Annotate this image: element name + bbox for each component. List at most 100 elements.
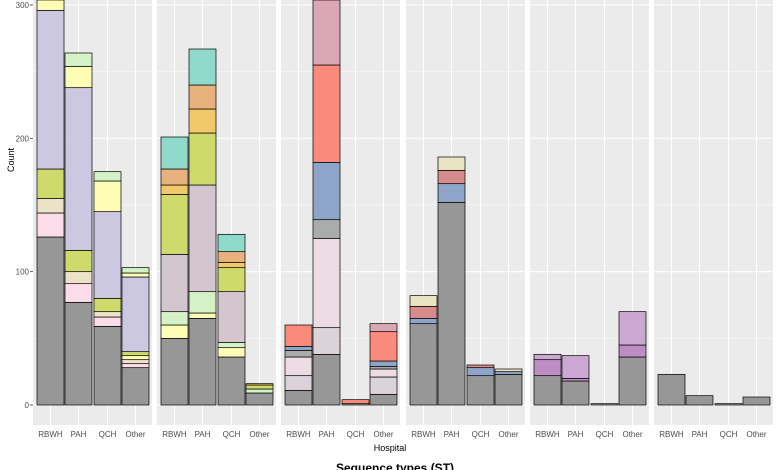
bar-segment [93,180,122,213]
bar-segment [160,168,189,186]
bar-segment [36,9,65,170]
bar-segment [409,323,438,406]
bar-segment [188,48,217,86]
bar-segment [409,295,438,307]
facet-panel: RBWH PAH QCH Other [654,0,773,439]
facet-panels: RBWH PAH QCH Other RBWH PAH QCH Other RBWH PAH QCH… [33,0,773,439]
bar-segment [188,317,217,406]
bar-segment [533,353,562,361]
bar-segment [312,327,341,355]
facet-panel: RBWH PAH QCH Other [157,0,276,439]
x-tick-label: Other [373,430,393,439]
bar-segment [284,389,313,406]
x-axis-title: Hospital [374,443,407,453]
bar-segment [64,65,93,89]
bar-segment [437,156,466,171]
bar-segment [312,219,341,239]
bar-segment [685,395,714,406]
bar-segment [369,368,398,378]
facet-panel: RBWH PAH QCH Other [406,0,525,439]
bar-segment [64,301,93,406]
bar-segment [437,183,466,203]
bar-segment [121,367,150,406]
bar-segment [561,380,590,406]
bar-segment [121,276,150,353]
x-tick-label: RBWH [659,430,684,439]
bar-segment [284,349,313,358]
y-axis: 0 100 200 300 [16,1,33,410]
x-tick-label: Other [746,430,766,439]
y-tick-label: 100 [16,268,30,277]
bar-segment [217,291,246,343]
bar-segment [437,169,466,185]
bar-segment [160,184,189,195]
bar-segment [121,351,150,357]
bar-segment [93,316,122,327]
bar-segment [121,267,150,274]
facet-panel: RBWH PAH QCH Other [281,0,400,439]
bar-segment [217,347,246,358]
bar-segment [312,0,341,66]
bar-segment [618,311,647,346]
bar-segment [312,64,341,163]
bar-segment [494,373,523,406]
x-tick-label: RBWH [38,430,63,439]
x-tick-label: Other [622,430,642,439]
bar-segment [36,197,65,214]
bar-segment [245,383,274,386]
bar-segment [217,251,246,263]
bar-segment [93,311,122,318]
bar-segment [217,267,246,293]
bar-segment [494,368,523,373]
bar-segment [284,375,313,391]
bar-segment [217,261,246,269]
bar-segment [36,236,65,406]
bar-segment [64,271,93,285]
bar-segment [160,337,189,406]
y-tick-label: 200 [16,134,30,143]
bar-segment [245,388,274,394]
facet-panel: RBWH PAH QCH Other [33,0,152,439]
bar-segment [618,356,647,406]
x-tick-label: RBWH [162,430,187,439]
bar-segment [284,345,313,351]
bar-segment [341,399,370,405]
bar-segment [93,171,122,182]
bar-segment [188,108,217,134]
bar-segment [466,364,495,369]
bar-segment [409,305,438,319]
bar-segment [312,161,341,221]
bar-segment [657,373,686,406]
bar-segment [284,356,313,377]
bar-segment [64,52,93,67]
bar-segment [93,211,122,299]
bar-segment [561,377,590,382]
bar-segment [160,136,189,170]
x-tick-label: QCH [472,430,490,439]
x-tick-label: RBWH [411,430,436,439]
bar-segment [160,311,189,326]
x-tick-label: QCH [223,430,241,439]
bar-segment [561,355,590,379]
x-tick-label: PAH [568,430,584,439]
bar-segment [121,355,150,361]
bar-segment [121,272,150,278]
bar-segment [121,359,150,365]
bar-segment [160,324,189,339]
bar-segment [121,363,150,369]
bar-segment [369,331,398,362]
bar-segment [742,396,771,406]
bar-segment [188,312,217,319]
x-tick-label: RBWH [286,430,311,439]
bar-segment [188,84,217,110]
bar-segment [466,375,495,406]
x-tick-label: QCH [99,430,117,439]
panel-background [654,0,773,425]
x-tick-label: PAH [71,430,87,439]
bar-segment [245,392,274,406]
bar-segment [369,323,398,333]
bar-segment [369,360,398,367]
x-tick-label: Other [249,430,269,439]
bar-segment [160,193,189,255]
